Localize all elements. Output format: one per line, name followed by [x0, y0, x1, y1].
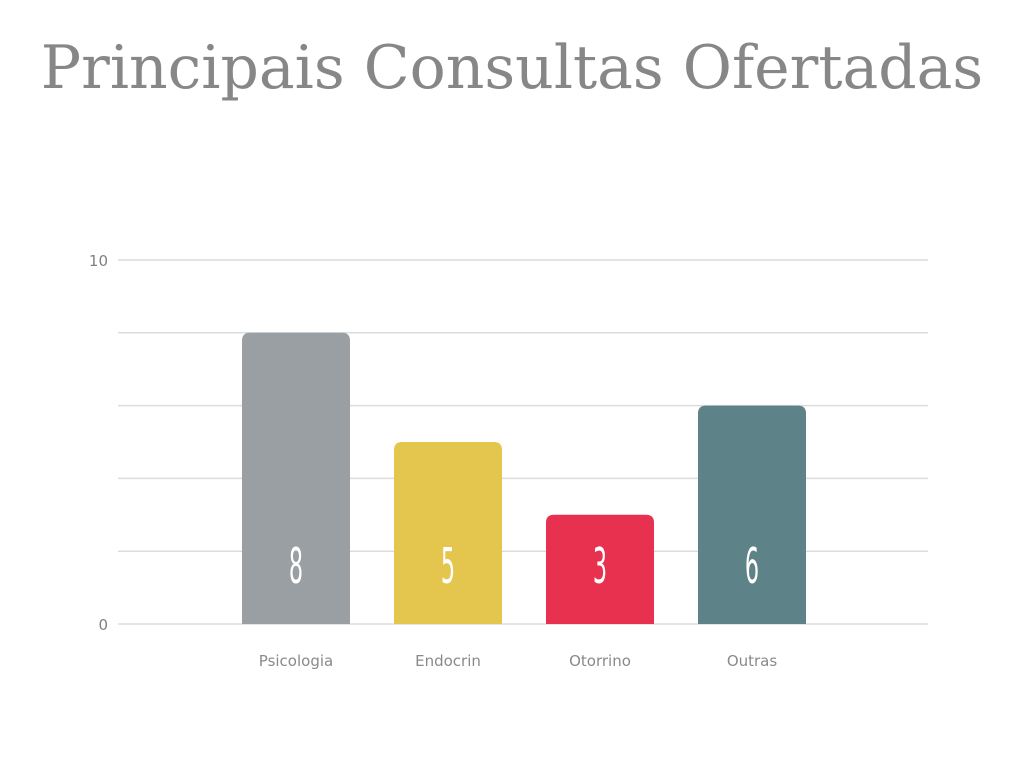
data-label: 6	[745, 538, 759, 595]
bars: 8 5 3 6	[242, 332, 806, 624]
x-axis: Psicologia Endocrin Otorrino Outras	[259, 652, 778, 670]
data-label: 8	[289, 538, 303, 595]
gridlines	[118, 259, 928, 625]
y-axis: 0 10	[89, 252, 108, 634]
bar-psicologia	[242, 332, 350, 624]
bar-otorrino	[546, 514, 654, 624]
x-tick-label: Endocrin	[415, 652, 481, 670]
x-tick-label: Otorrino	[569, 652, 631, 670]
data-label: 3	[593, 538, 607, 595]
y-tick-label: 10	[89, 252, 108, 270]
data-label: 5	[441, 538, 455, 595]
x-tick-label: Psicologia	[259, 652, 333, 670]
chart-title: Principais Consultas Ofertadas	[40, 33, 984, 103]
bar-outras	[698, 405, 806, 624]
y-tick-label: 0	[98, 616, 108, 634]
x-tick-label: Outras	[727, 652, 778, 670]
bar-endocrin	[394, 442, 502, 624]
